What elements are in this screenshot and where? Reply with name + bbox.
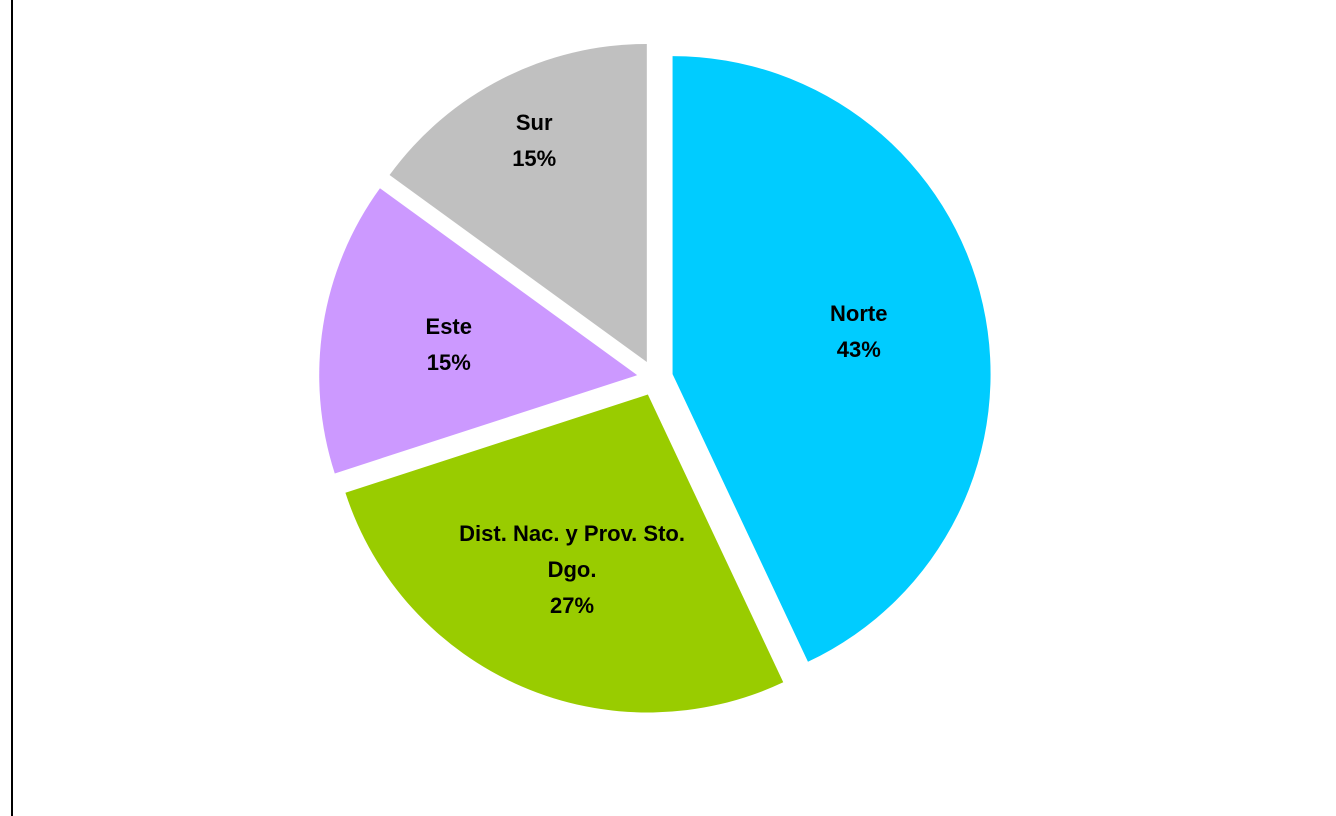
value-label: 43% (836, 337, 881, 363)
pie-slice (345, 394, 784, 713)
pie-slice (319, 188, 638, 474)
category-label: Sur (515, 109, 553, 135)
slice-label: Dist. Nac. y Prov. Sto. Dgo. 27% (432, 516, 712, 624)
category-label: Este (425, 314, 472, 340)
slice-label: Este 15% (309, 309, 589, 381)
value-label: 27% (550, 592, 595, 618)
value-label: 15% (512, 145, 557, 171)
pie-slice (389, 43, 647, 362)
pie-slice (672, 56, 991, 662)
border-line (11, 0, 13, 816)
slice-label: Sur 15% (394, 105, 674, 177)
slice-label: Norte 43% (719, 296, 999, 368)
category-label: Dist. Nac. y Prov. Sto. Dgo. (459, 520, 685, 582)
value-label: 15% (426, 350, 471, 376)
category-label: Norte (830, 301, 888, 327)
